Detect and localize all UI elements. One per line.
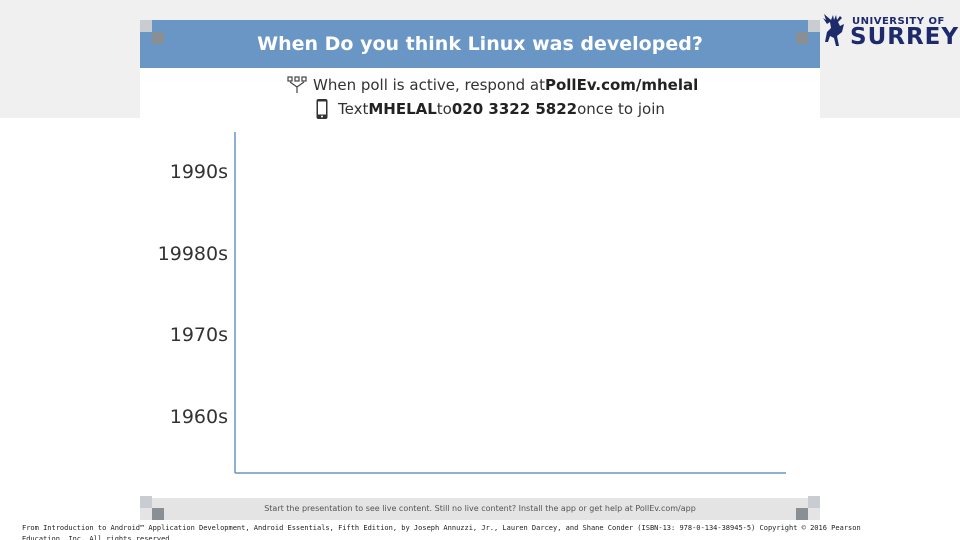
poll-header	[140, 20, 820, 68]
text-instruction-suffix: once to join	[577, 100, 665, 118]
logo-top-text: UNIVERSITY OF	[852, 16, 945, 27]
web-response-icon	[285, 74, 309, 96]
corner-ornament-top-right	[796, 20, 820, 44]
text-number: 020 3322 5822	[451, 100, 578, 118]
text-instruction-prefix: Text	[338, 100, 369, 118]
web-instruction: When poll is active, respond at PollEv.c…	[285, 74, 698, 96]
category-label-3: 1960s	[169, 406, 228, 429]
category-label-2: 1970s	[169, 324, 228, 347]
stag-icon	[823, 14, 844, 46]
text-instruction: Text MHELAL to 020 3322 5822 once to joi…	[314, 98, 665, 120]
category-label-0: 1990s	[169, 160, 228, 183]
poll-footer-bar	[140, 498, 820, 520]
category-label-1: 19980s	[157, 242, 228, 265]
phone-icon	[314, 98, 330, 120]
university-logo: UNIVERSITY OF SURREY	[818, 12, 958, 52]
corner-ornament-bottom-right	[796, 496, 820, 520]
poll-footer-message: Start the presentation to see live conte…	[264, 504, 696, 513]
corner-ornament-top-left	[140, 20, 164, 44]
poll-link[interactable]: PollEv.com/mhelal	[544, 76, 699, 94]
text-instruction-mid: to	[436, 100, 452, 118]
web-instruction-prefix: When poll is active, respond at	[313, 76, 545, 94]
poll-title: When Do you think Linux was developed?	[257, 33, 703, 55]
copyright-notice: From Introduction to Android™ Applicatio…	[22, 524, 861, 540]
corner-ornament-bottom-left	[140, 496, 164, 520]
text-code: MHELAL	[368, 100, 437, 118]
logo-main-text: SURREY	[850, 24, 960, 50]
